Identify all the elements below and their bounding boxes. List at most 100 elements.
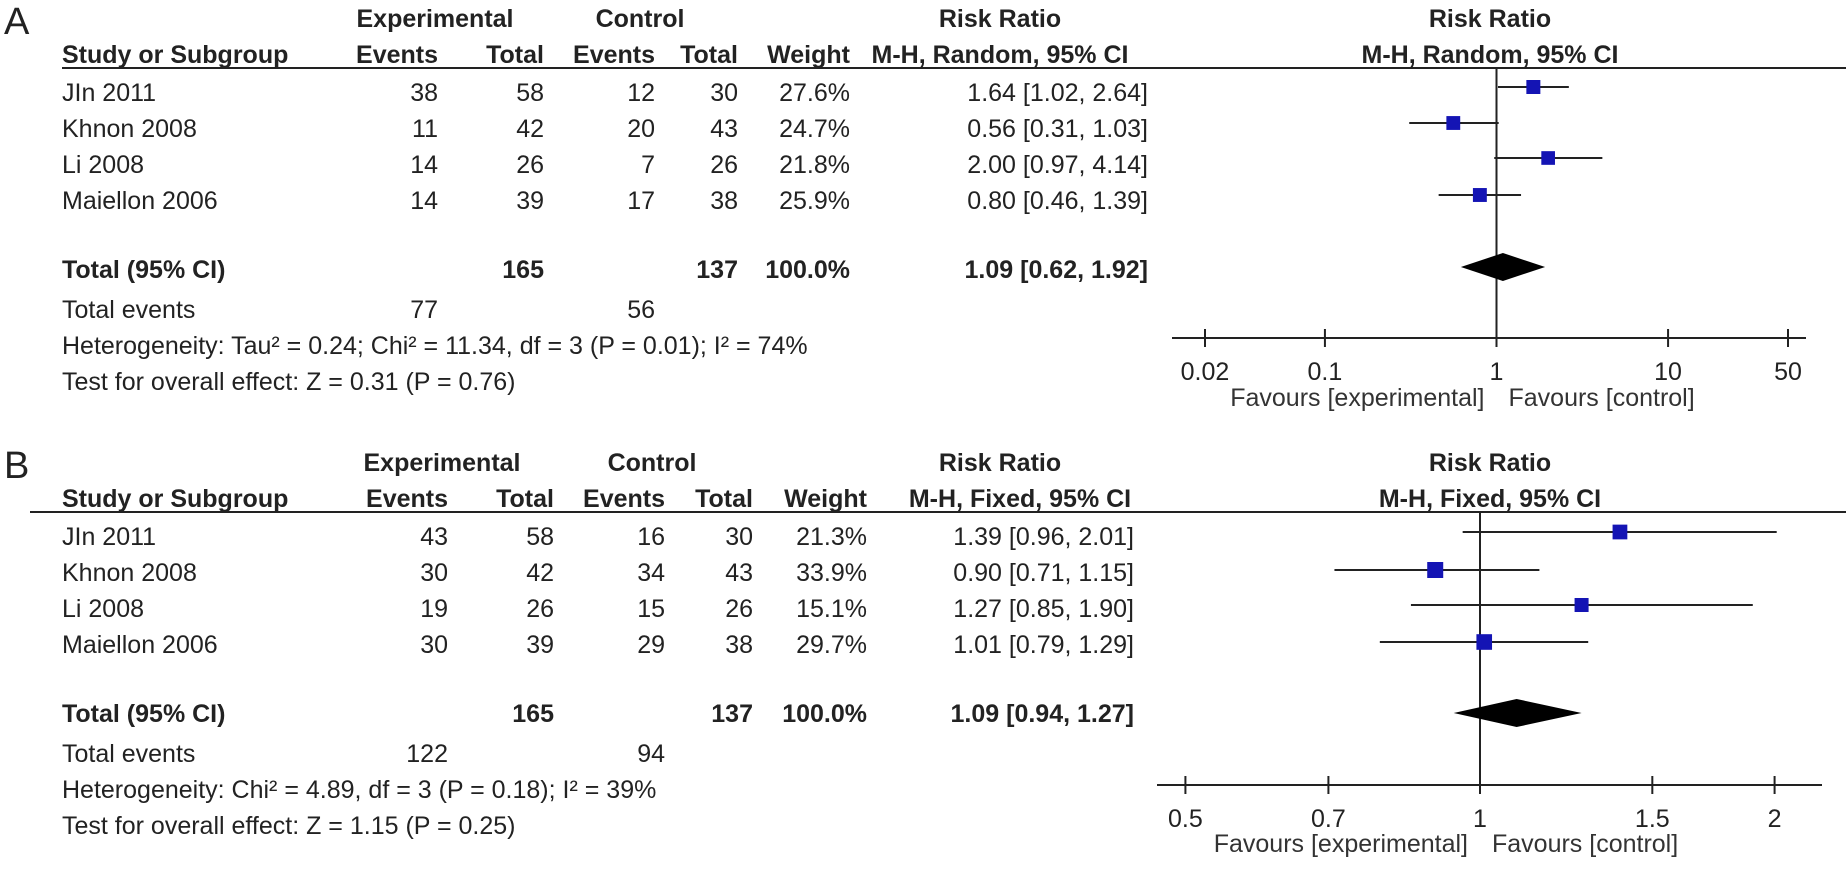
effect-square: [1526, 80, 1541, 94]
ctl-total: 43: [725, 559, 753, 587]
study-name: JIn 2011: [62, 523, 157, 551]
exp-total: 42: [526, 559, 554, 587]
risk-ratio-ci: 1.27 [0.85, 1.90]: [953, 595, 1134, 623]
ctl-total: 30: [725, 523, 753, 551]
weight-header: Weight: [767, 41, 850, 69]
exp-total: 58: [526, 523, 554, 551]
forest-plot-area: 0.5 0.7 1 1.5 2 Favours [experimental] Favours…: [1157, 511, 1822, 858]
exp-events-header: Events: [366, 485, 448, 513]
total-label: Total (95% CI): [62, 700, 226, 728]
ctl-events: 29: [637, 631, 665, 659]
overall-effect-text: Test for overall effect: Z = 0.31 (P = 0…: [62, 368, 516, 396]
ctl-total: 26: [710, 151, 738, 179]
exp-events-header: Events: [356, 41, 438, 69]
plot-method-header: M-H, Random, 95% CI: [1361, 41, 1619, 69]
x-tick-label: 2: [1768, 805, 1782, 833]
x-tick-label: 10: [1654, 358, 1682, 386]
pooled-diamond: [1460, 253, 1546, 281]
total-label: Total (95% CI): [62, 256, 226, 284]
pooled-diamond: [1453, 699, 1582, 727]
total-events-exp: 77: [410, 296, 438, 324]
ctl-total: 38: [710, 187, 738, 215]
risk-ratio-ci: 1.64 [1.02, 2.64]: [967, 79, 1148, 107]
group2-header: Control: [607, 449, 697, 477]
total-weight: 100.0%: [765, 256, 850, 284]
total-events-ctl: 56: [627, 296, 655, 324]
forest-plot-b: B Experimental Control Risk Ratio Risk R…: [0, 446, 1846, 878]
study-name: Li 2008: [62, 595, 145, 623]
panel-label: A: [4, 1, 30, 43]
total-risk-ratio-ci: 1.09 [0.62, 1.92]: [964, 256, 1148, 284]
total-weight: 100.0%: [782, 700, 867, 728]
favours-right-label: Favours [control]: [1509, 384, 1695, 412]
effect-square: [1472, 188, 1487, 202]
ctl-total: 43: [710, 115, 738, 143]
risk-ratio-ci: 0.90 [0.71, 1.15]: [953, 559, 1134, 587]
exp-total: 26: [526, 595, 554, 623]
heterogeneity-text: Heterogeneity: Tau² = 0.24; Chi² = 11.34…: [62, 332, 808, 360]
exp-events: 30: [420, 559, 448, 587]
plot-title-header: Risk Ratio: [1428, 449, 1552, 477]
total-ctl-total: 137: [696, 256, 738, 284]
x-tick-label: 50: [1774, 358, 1802, 386]
favours-left-label: Favours [experimental]: [1214, 830, 1468, 858]
header-rule: [62, 67, 1846, 69]
x-tick-label: 0.7: [1311, 805, 1346, 833]
exp-events: 14: [410, 187, 438, 215]
exp-total: 26: [516, 151, 544, 179]
favours-left-label: Favours [experimental]: [1230, 384, 1484, 412]
heterogeneity-text: Heterogeneity: Chi² = 4.89, df = 3 (P = …: [62, 776, 657, 804]
x-tick-label: 1.5: [1635, 805, 1670, 833]
risk-ratio-ci: 0.80 [0.46, 1.39]: [967, 187, 1148, 215]
ctl-events: 7: [641, 151, 655, 179]
exp-total-header: Total: [486, 41, 544, 69]
ctl-events: 17: [627, 187, 655, 215]
exp-events: 19: [420, 595, 448, 623]
ctl-events: 20: [627, 115, 655, 143]
weight: 15.1%: [796, 595, 867, 623]
total-exp-total: 165: [502, 256, 544, 284]
forest-plot-area: 0.02 0.1 1 10 50 Favours [experimental] Favour…: [1172, 67, 1806, 412]
risk-ratio-ci: 2.00 [0.97, 4.14]: [967, 151, 1148, 179]
exp-total-header: Total: [496, 485, 554, 513]
weight: 27.6%: [779, 79, 850, 107]
plot-title-header: Risk Ratio: [1428, 5, 1552, 33]
ctl-events-header: Events: [583, 485, 665, 513]
weight: 24.7%: [779, 115, 850, 143]
weight-header: Weight: [784, 485, 867, 513]
weight: 33.9%: [796, 559, 867, 587]
ctl-total-header: Total: [695, 485, 753, 513]
total-events-exp: 122: [406, 740, 448, 768]
study-name: JIn 2011: [62, 79, 157, 107]
total-exp-total: 165: [512, 700, 554, 728]
total-events-label: Total events: [62, 740, 196, 768]
x-tick-label: 1: [1473, 805, 1487, 833]
total-ctl-total: 137: [711, 700, 753, 728]
ctl-events: 34: [637, 559, 665, 587]
group1-header: Experimental: [363, 449, 521, 477]
study-name: Maiellon 2006: [62, 631, 218, 659]
risk-ratio-ci: 1.39 [0.96, 2.01]: [953, 523, 1134, 551]
effect-square: [1541, 151, 1555, 165]
risk-ratio-ci: 0.56 [0.31, 1.03]: [967, 115, 1148, 143]
effect-method-header: M-H, Fixed, 95% CI: [908, 485, 1132, 513]
group2-header: Control: [595, 5, 685, 33]
total-events-label: Total events: [62, 296, 196, 324]
total-events-ctl: 94: [637, 740, 665, 768]
study-column-header: Study or Subgroup: [62, 485, 289, 513]
exp-events: 11: [412, 115, 438, 143]
ctl-events-header: Events: [573, 41, 655, 69]
total-risk-ratio-ci: 1.09 [0.94, 1.27]: [950, 700, 1134, 728]
exp-events: 30: [420, 631, 448, 659]
study-name: Khnon 2008: [62, 559, 197, 587]
exp-total: 42: [516, 115, 544, 143]
ctl-events: 12: [627, 79, 655, 107]
effect-square: [1574, 597, 1589, 613]
effect-square: [1427, 562, 1444, 578]
exp-total: 39: [526, 631, 554, 659]
study-column-header: Study or Subgroup: [62, 41, 289, 69]
effect-method-header: M-H, Random, 95% CI: [871, 41, 1129, 69]
x-tick-label: 0.5: [1168, 805, 1203, 833]
ctl-total: 30: [710, 79, 738, 107]
exp-events: 14: [410, 151, 438, 179]
